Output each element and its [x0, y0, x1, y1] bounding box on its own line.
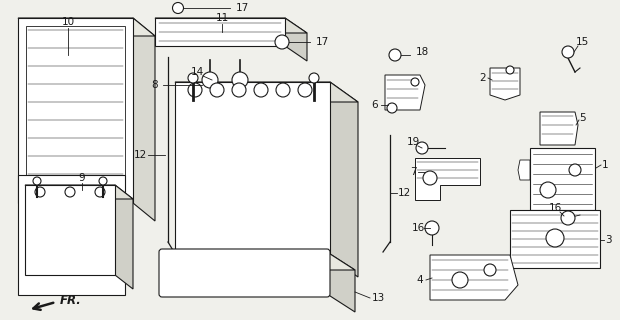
Text: 18: 18 [415, 47, 428, 57]
Circle shape [506, 66, 514, 74]
Polygon shape [175, 82, 330, 257]
Polygon shape [285, 18, 307, 61]
Circle shape [484, 264, 496, 276]
Text: 9: 9 [79, 173, 86, 183]
Circle shape [275, 35, 289, 49]
Text: 4: 4 [417, 275, 423, 285]
Circle shape [389, 49, 401, 61]
Text: 12: 12 [133, 150, 146, 160]
Text: 16: 16 [548, 203, 562, 213]
Text: 19: 19 [406, 137, 420, 147]
Text: 17: 17 [236, 3, 249, 13]
Polygon shape [327, 252, 355, 312]
Text: 13: 13 [371, 293, 384, 303]
Text: 10: 10 [61, 17, 74, 27]
Polygon shape [155, 18, 307, 33]
Polygon shape [330, 82, 358, 277]
Circle shape [423, 171, 437, 185]
Circle shape [276, 83, 290, 97]
Polygon shape [18, 18, 133, 203]
Circle shape [202, 72, 218, 88]
Polygon shape [175, 82, 358, 102]
Circle shape [33, 177, 41, 185]
Polygon shape [18, 18, 155, 36]
Polygon shape [115, 185, 133, 289]
Circle shape [546, 229, 564, 247]
Circle shape [298, 83, 312, 97]
Circle shape [452, 272, 468, 288]
Polygon shape [385, 75, 425, 110]
Polygon shape [155, 18, 285, 46]
Circle shape [95, 187, 105, 197]
Polygon shape [540, 112, 578, 145]
Circle shape [188, 83, 202, 97]
Polygon shape [430, 255, 518, 300]
Circle shape [416, 142, 428, 154]
Circle shape [232, 83, 246, 97]
Circle shape [569, 164, 581, 176]
Polygon shape [510, 210, 600, 268]
Text: 12: 12 [397, 188, 410, 198]
Polygon shape [490, 68, 520, 100]
Text: 16: 16 [412, 223, 425, 233]
Circle shape [411, 78, 419, 86]
Text: 2: 2 [480, 73, 486, 83]
Circle shape [425, 221, 439, 235]
Text: 17: 17 [316, 37, 329, 47]
Text: 7: 7 [410, 167, 416, 177]
Text: 1: 1 [601, 160, 608, 170]
Circle shape [99, 177, 107, 185]
Text: 11: 11 [215, 13, 229, 23]
Circle shape [35, 187, 45, 197]
Circle shape [540, 182, 556, 198]
Circle shape [172, 3, 184, 13]
Text: 6: 6 [371, 100, 378, 110]
Polygon shape [25, 185, 133, 199]
Circle shape [188, 73, 198, 83]
Polygon shape [133, 18, 155, 221]
Polygon shape [530, 148, 595, 210]
Circle shape [210, 83, 224, 97]
Text: 14: 14 [190, 67, 203, 77]
Circle shape [65, 187, 75, 197]
FancyBboxPatch shape [159, 249, 330, 297]
Polygon shape [18, 175, 125, 295]
Polygon shape [162, 252, 355, 270]
Text: 3: 3 [604, 235, 611, 245]
Polygon shape [26, 26, 125, 195]
Circle shape [561, 211, 575, 225]
Polygon shape [415, 158, 480, 200]
Polygon shape [518, 160, 530, 180]
Circle shape [387, 103, 397, 113]
Polygon shape [25, 185, 115, 275]
Text: 8: 8 [152, 80, 158, 90]
Text: 5: 5 [580, 113, 587, 123]
Circle shape [254, 83, 268, 97]
Circle shape [309, 73, 319, 83]
Text: 15: 15 [575, 37, 588, 47]
Circle shape [232, 72, 248, 88]
Circle shape [562, 46, 574, 58]
Text: FR.: FR. [60, 293, 82, 307]
